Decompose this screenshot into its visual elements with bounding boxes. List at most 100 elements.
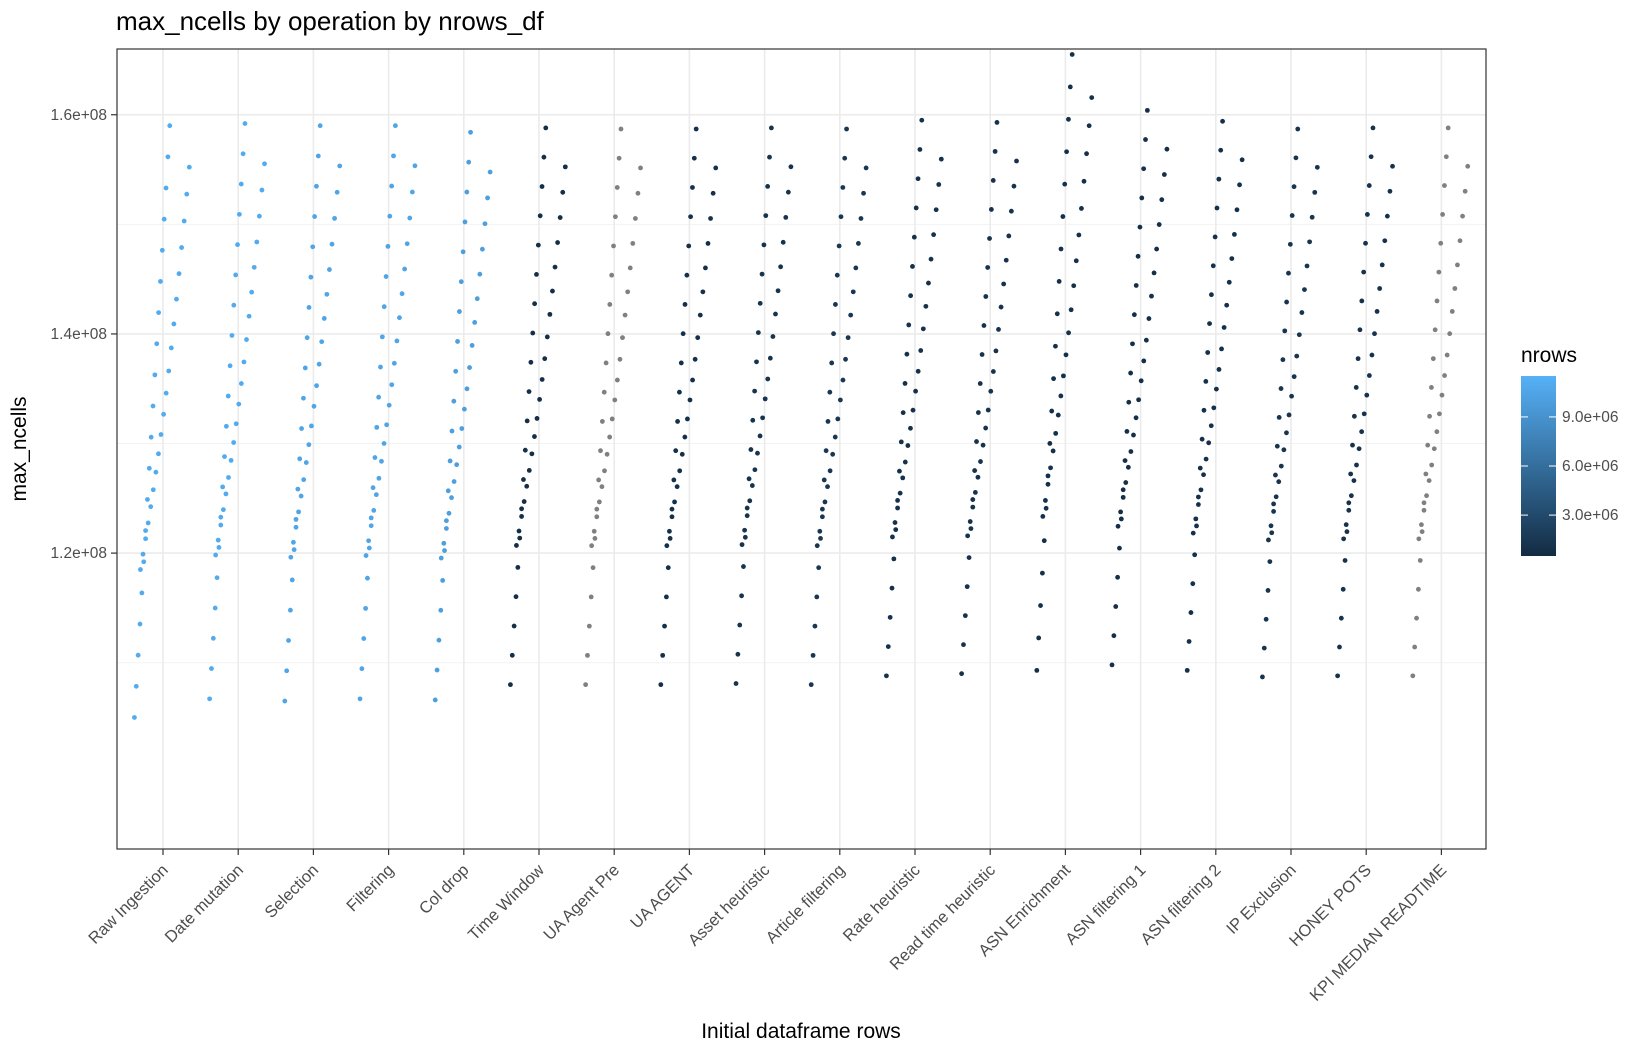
data-point bbox=[682, 434, 688, 440]
data-point bbox=[1209, 292, 1214, 298]
data-point bbox=[685, 416, 690, 422]
data-point bbox=[1280, 357, 1286, 363]
legend-title: nrows bbox=[1521, 344, 1577, 367]
data-point bbox=[1302, 287, 1307, 292]
data-point bbox=[402, 266, 408, 272]
data-point bbox=[900, 475, 906, 481]
data-point bbox=[1278, 463, 1284, 469]
data-point bbox=[1427, 413, 1432, 419]
data-point bbox=[915, 368, 921, 374]
data-point bbox=[970, 504, 976, 510]
data-point bbox=[977, 381, 983, 386]
data-point bbox=[1118, 509, 1124, 515]
data-point bbox=[218, 514, 224, 520]
data-point bbox=[812, 623, 818, 629]
data-point bbox=[562, 164, 568, 170]
data-point bbox=[1273, 472, 1278, 478]
data-point bbox=[677, 468, 683, 474]
data-point bbox=[385, 243, 391, 249]
data-point bbox=[1043, 505, 1049, 511]
data-point bbox=[1141, 358, 1147, 364]
data-point bbox=[665, 565, 671, 571]
data-point bbox=[690, 185, 695, 190]
data-point bbox=[662, 623, 667, 629]
data-point bbox=[744, 513, 750, 519]
data-point bbox=[990, 178, 996, 183]
data-point bbox=[337, 163, 343, 169]
data-point bbox=[1224, 302, 1230, 308]
data-point bbox=[1156, 222, 1162, 227]
data-point bbox=[783, 214, 789, 220]
data-point bbox=[691, 155, 697, 161]
data-point bbox=[244, 337, 249, 342]
data-point bbox=[161, 216, 167, 222]
data-point bbox=[150, 487, 156, 493]
data-point bbox=[1210, 263, 1216, 269]
data-point bbox=[1141, 166, 1147, 172]
data-point bbox=[827, 389, 833, 395]
data-point bbox=[1073, 258, 1079, 264]
data-point bbox=[1011, 183, 1017, 189]
data-point bbox=[445, 488, 451, 494]
data-point bbox=[1348, 493, 1354, 499]
data-point bbox=[165, 154, 171, 160]
data-point bbox=[609, 272, 615, 278]
data-point bbox=[1136, 397, 1142, 403]
data-point bbox=[585, 652, 590, 658]
data-point bbox=[1284, 299, 1290, 305]
data-point bbox=[1055, 412, 1061, 418]
legend-ticks: 3.0e+06 6.0e+06 9.0e+06 bbox=[1521, 409, 1618, 524]
data-point bbox=[1344, 529, 1350, 535]
data-point bbox=[752, 467, 758, 473]
data-point bbox=[814, 543, 820, 549]
data-point bbox=[1184, 667, 1190, 673]
data-point bbox=[1274, 443, 1280, 449]
data-point bbox=[1197, 465, 1203, 471]
data-point bbox=[229, 333, 235, 338]
data-point bbox=[389, 183, 395, 189]
data-point bbox=[1128, 449, 1134, 454]
data-point bbox=[765, 376, 771, 382]
data-point bbox=[1049, 408, 1055, 414]
data-point bbox=[449, 495, 454, 501]
data-point bbox=[446, 510, 452, 516]
data-point bbox=[186, 164, 192, 170]
data-point bbox=[1416, 536, 1422, 542]
data-point bbox=[166, 368, 172, 374]
data-point bbox=[1423, 471, 1429, 477]
data-point bbox=[1220, 118, 1225, 124]
data-point bbox=[1410, 673, 1416, 679]
data-point bbox=[688, 214, 693, 220]
data-point bbox=[819, 514, 825, 520]
data-point bbox=[259, 187, 265, 193]
legend-tick-label: 3.0e+06 bbox=[1562, 507, 1618, 524]
data-point bbox=[1133, 415, 1139, 421]
data-point bbox=[1335, 673, 1341, 679]
data-point bbox=[516, 528, 522, 534]
data-point bbox=[1051, 376, 1056, 382]
data-point bbox=[594, 506, 600, 512]
data-point bbox=[808, 682, 814, 688]
data-point bbox=[526, 389, 532, 395]
data-point bbox=[1271, 509, 1276, 514]
data-point bbox=[1214, 205, 1220, 211]
data-point bbox=[1068, 307, 1074, 313]
data-point bbox=[521, 477, 526, 482]
data-point bbox=[314, 383, 319, 389]
data-point bbox=[233, 272, 239, 278]
y-tick-label: 1.6e+08 bbox=[51, 107, 107, 124]
data-point bbox=[249, 289, 255, 295]
data-point bbox=[1115, 574, 1120, 580]
data-point bbox=[1353, 385, 1359, 390]
data-point bbox=[919, 117, 925, 123]
data-point bbox=[171, 321, 177, 327]
data-point bbox=[158, 432, 164, 437]
data-point bbox=[1154, 246, 1160, 252]
data-point bbox=[677, 389, 682, 395]
data-point bbox=[1232, 231, 1237, 237]
data-point bbox=[449, 428, 455, 434]
data-point bbox=[1457, 238, 1463, 244]
data-point bbox=[674, 484, 680, 490]
data-point bbox=[752, 388, 758, 394]
